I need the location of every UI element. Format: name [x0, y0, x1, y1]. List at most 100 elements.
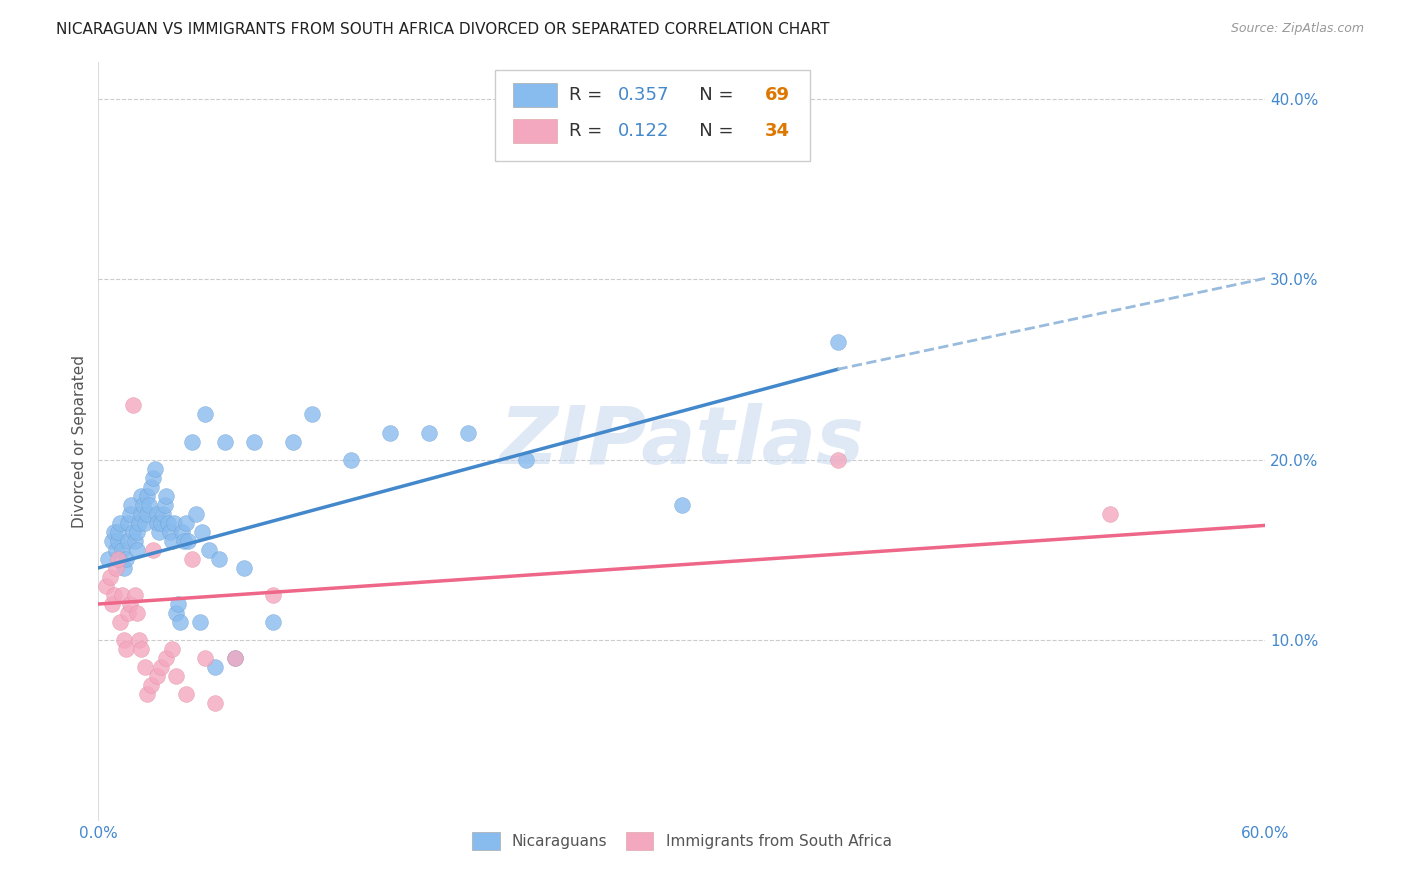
- Point: [114, 642, 136, 657]
- Text: N =: N =: [682, 86, 740, 104]
- Y-axis label: Divorced or Separated: Divorced or Separated: [72, 355, 87, 528]
- Point: [155, 651, 177, 665]
- Point: [165, 606, 187, 620]
- Point: [139, 480, 162, 494]
- Point: [136, 489, 159, 503]
- Point: [122, 399, 145, 413]
- Point: [121, 498, 143, 512]
- Text: Source: ZipAtlas.com: Source: ZipAtlas.com: [1230, 22, 1364, 36]
- Point: [139, 678, 162, 692]
- Point: [157, 516, 180, 530]
- Text: R =: R =: [568, 86, 607, 104]
- Point: [107, 533, 129, 548]
- Point: [111, 588, 134, 602]
- Point: [174, 687, 197, 701]
- Point: [132, 498, 155, 512]
- Point: [134, 660, 156, 674]
- Point: [108, 615, 131, 629]
- Text: R =: R =: [568, 121, 607, 140]
- Point: [128, 633, 150, 648]
- Point: [112, 633, 135, 648]
- Point: [204, 696, 226, 710]
- FancyBboxPatch shape: [495, 70, 810, 161]
- Point: [170, 524, 193, 539]
- Point: [124, 533, 146, 548]
- Point: [165, 669, 187, 683]
- Point: [101, 533, 124, 548]
- Text: 69: 69: [765, 86, 790, 104]
- Point: [162, 533, 184, 548]
- Point: [180, 552, 202, 566]
- Point: [146, 507, 169, 521]
- Point: [194, 408, 217, 422]
- Point: [281, 434, 304, 449]
- Point: [515, 452, 537, 467]
- Point: [107, 552, 129, 566]
- Point: [180, 434, 202, 449]
- Point: [827, 335, 849, 350]
- Point: [117, 516, 139, 530]
- Text: 0.122: 0.122: [617, 121, 669, 140]
- Point: [169, 615, 191, 629]
- Point: [827, 452, 849, 467]
- Text: ZIPatlas: ZIPatlas: [499, 402, 865, 481]
- Point: [146, 669, 169, 683]
- Point: [127, 542, 149, 557]
- Point: [129, 507, 152, 521]
- Point: [146, 516, 169, 530]
- Point: [129, 489, 152, 503]
- Point: [224, 651, 246, 665]
- Point: [103, 524, 125, 539]
- Point: [124, 588, 146, 602]
- Point: [101, 597, 124, 611]
- Point: [112, 561, 135, 575]
- Point: [194, 651, 217, 665]
- Point: [127, 524, 149, 539]
- Point: [214, 434, 236, 449]
- Point: [149, 660, 172, 674]
- Point: [143, 461, 166, 475]
- Bar: [513, 83, 557, 107]
- Text: 0.357: 0.357: [617, 86, 669, 104]
- Point: [142, 470, 165, 484]
- Point: [128, 516, 150, 530]
- Point: [104, 561, 127, 575]
- Point: [96, 579, 118, 593]
- Point: [118, 507, 141, 521]
- Point: [167, 597, 190, 611]
- Point: [198, 542, 221, 557]
- Point: [208, 552, 231, 566]
- Point: [174, 516, 197, 530]
- Point: [114, 552, 136, 566]
- Point: [184, 507, 207, 521]
- Point: [243, 434, 266, 449]
- Point: [107, 524, 129, 539]
- Point: [118, 597, 141, 611]
- Point: [104, 542, 127, 557]
- Point: [340, 452, 363, 467]
- Point: [1098, 507, 1121, 521]
- Point: [152, 507, 174, 521]
- Point: [671, 498, 693, 512]
- Point: [224, 651, 246, 665]
- Point: [117, 606, 139, 620]
- Point: [162, 642, 184, 657]
- Point: [149, 516, 172, 530]
- Point: [301, 408, 323, 422]
- Point: [117, 533, 139, 548]
- Point: [138, 498, 160, 512]
- Text: N =: N =: [682, 121, 740, 140]
- Point: [148, 524, 170, 539]
- Point: [134, 516, 156, 530]
- Point: [163, 516, 186, 530]
- Point: [103, 588, 125, 602]
- Bar: [513, 119, 557, 143]
- Point: [262, 615, 284, 629]
- Legend: Nicaraguans, Immigrants from South Africa: Nicaraguans, Immigrants from South Afric…: [468, 828, 896, 855]
- Point: [98, 570, 121, 584]
- Point: [136, 507, 159, 521]
- Point: [111, 542, 134, 557]
- Point: [233, 561, 256, 575]
- Point: [159, 524, 181, 539]
- Point: [418, 425, 440, 440]
